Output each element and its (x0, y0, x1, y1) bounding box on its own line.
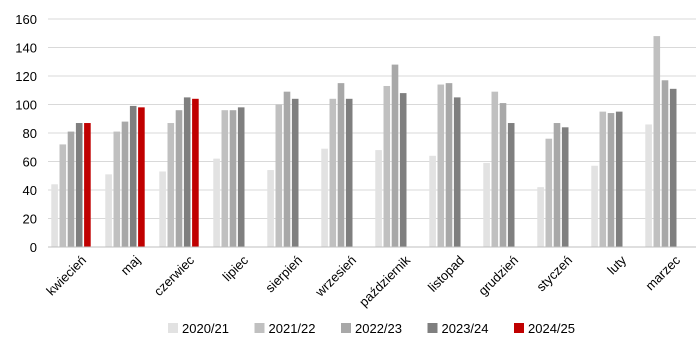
bar (237, 107, 245, 247)
bar (75, 123, 83, 247)
y-tick-label: 120 (15, 69, 37, 84)
bar (437, 84, 445, 247)
gridlines (48, 18, 696, 219)
category-labels: kwiecień maj czerwiec lipiec sierpień wrzesie… (43, 252, 683, 309)
legend-label: 2023/24 (442, 321, 489, 336)
bar (453, 97, 461, 248)
bar (175, 110, 183, 247)
category-label: lipiec (220, 252, 252, 284)
category-label: luty (604, 252, 629, 277)
bar (391, 64, 399, 247)
bar (399, 93, 407, 247)
bar (483, 162, 490, 247)
bar (221, 110, 229, 247)
bar (599, 111, 607, 248)
legend-swatch (427, 323, 438, 333)
bar (561, 127, 569, 247)
legend-label: 2021/22 (269, 321, 316, 336)
bar (499, 103, 507, 247)
bar (661, 80, 669, 247)
bar (345, 98, 353, 247)
bar (615, 111, 623, 248)
y-tick-label: 140 (15, 41, 37, 56)
bar (507, 123, 515, 247)
y-tick-label: 80 (23, 126, 37, 141)
legend-swatch (168, 323, 178, 333)
legend-swatch (514, 323, 524, 333)
bar (445, 83, 453, 248)
bar (183, 97, 191, 248)
bar (213, 158, 220, 247)
bar (537, 187, 544, 247)
bar (329, 98, 337, 247)
bar (321, 148, 328, 247)
bar (105, 174, 112, 247)
bar (283, 91, 291, 247)
bar (267, 170, 274, 247)
bar (129, 105, 137, 247)
category-label: grudzień (475, 253, 521, 299)
y-tick-label: 60 (23, 155, 37, 170)
bar (167, 123, 175, 247)
bar (84, 123, 91, 247)
bar (67, 131, 75, 247)
y-tick-label: 100 (15, 98, 37, 113)
bar (275, 104, 283, 247)
category-label: sierpień (262, 253, 305, 296)
bar (545, 138, 553, 247)
bar (121, 121, 129, 247)
category-label: listopad (425, 253, 467, 295)
legend-swatch (341, 323, 351, 333)
y-axis-ticks: 0 20 40 60 80 100 120 140 160 (15, 12, 37, 255)
y-tick-label: 160 (15, 12, 37, 27)
bar (51, 184, 58, 247)
bar (383, 85, 391, 247)
bar (491, 91, 499, 247)
y-tick-label: 20 (23, 212, 37, 227)
category-label: maj (118, 252, 143, 277)
category-label: czerwiec (151, 252, 198, 299)
y-tick-label: 0 (30, 240, 37, 255)
bar (653, 36, 661, 247)
bar (669, 88, 677, 247)
bar (59, 144, 67, 247)
legend-label: 2020/21 (182, 321, 229, 336)
bar (337, 83, 345, 248)
category-label: marzec (642, 252, 683, 293)
bar (429, 155, 436, 247)
y-tick-label: 40 (23, 183, 37, 198)
bar (591, 165, 598, 247)
bar (553, 123, 561, 247)
category-label: wrzesień (312, 253, 360, 301)
bar (291, 98, 299, 247)
bar (645, 124, 652, 247)
bar (607, 113, 615, 247)
legend-label: 2022/23 (355, 321, 402, 336)
bar (113, 131, 121, 247)
bar (375, 150, 382, 247)
bars (51, 36, 677, 248)
legend-label: 2024/25 (528, 321, 575, 336)
bar (138, 107, 145, 247)
bar (159, 171, 166, 247)
legend-swatch (254, 323, 265, 333)
category-label: kwiecień (43, 253, 89, 299)
category-label: styczeń (533, 253, 575, 295)
bar (229, 110, 237, 247)
legend: 2020/21 2021/22 2022/23 2023/24 2024/25 (168, 321, 575, 336)
category-label: październik (356, 252, 413, 309)
bar (192, 98, 199, 247)
